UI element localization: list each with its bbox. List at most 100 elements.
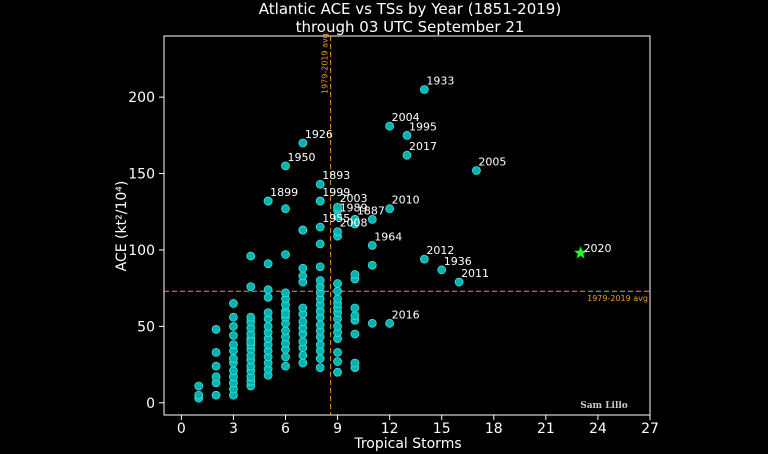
x-tick-label: 27 (641, 421, 659, 437)
data-point (315, 262, 325, 272)
y-tick-label: 200 (128, 90, 155, 106)
y-tick-label: 150 (128, 167, 155, 183)
annotated-point (315, 196, 325, 206)
year-label: 1887 (357, 204, 385, 217)
data-point (211, 372, 221, 382)
annotated-point (350, 214, 360, 224)
data-point (315, 363, 325, 373)
data-point (229, 312, 238, 322)
data-point (333, 357, 342, 366)
data-point (211, 390, 221, 400)
data-point (211, 325, 221, 334)
chart-subtitle: through 03 UTC September 21 (296, 18, 525, 36)
data-point (333, 286, 342, 296)
data-point (229, 354, 238, 363)
x-tick-label: 18 (485, 421, 503, 437)
data-point (350, 311, 360, 321)
x-tick-label: 3 (229, 421, 238, 437)
data-point (298, 225, 308, 235)
data-point (281, 361, 290, 371)
x-tick-label: 0 (177, 421, 186, 437)
x-tick-label: 24 (589, 421, 607, 437)
year-label: 1893 (322, 169, 350, 182)
data-point (263, 292, 273, 302)
y-axis-label: ACE (kt²/10⁴) (114, 181, 130, 272)
data-point (350, 303, 360, 313)
data-point (333, 294, 342, 304)
data-point (281, 326, 290, 336)
annotated-point (402, 130, 412, 140)
annotated-point (419, 254, 429, 264)
annotated-point (385, 121, 395, 131)
annotated-point (263, 196, 273, 206)
annotated-point (298, 138, 308, 148)
year-label: 2003 (340, 192, 368, 205)
year-label: 1955 (322, 212, 350, 225)
annotated-point (367, 240, 377, 250)
data-point (298, 350, 308, 360)
data-point (281, 309, 290, 319)
data-point (229, 340, 238, 350)
annotated-point (333, 211, 342, 221)
annotated-point (385, 204, 395, 214)
annotated-point (419, 85, 429, 94)
data-point (298, 337, 308, 347)
x-tick-label: 15 (433, 421, 451, 437)
annotated-point (315, 179, 325, 189)
data-point (298, 263, 308, 273)
chart-title: Atlantic ACE vs TSs by Year (1851-2019) (259, 0, 561, 18)
data-point (350, 358, 360, 368)
data-point (211, 347, 221, 357)
data-point (194, 381, 204, 391)
data-point (315, 340, 325, 350)
year-label: 1936 (444, 255, 472, 268)
year-label: 1950 (288, 151, 316, 164)
current-year-label: 2020 (584, 242, 612, 255)
y-tick-label: 50 (137, 319, 155, 335)
data-point (333, 347, 342, 357)
data-point (315, 276, 325, 285)
annotated-point (333, 227, 342, 237)
data-point (281, 250, 290, 259)
data-point (350, 329, 360, 339)
y-tick-label: 0 (146, 396, 155, 412)
data-point (298, 317, 308, 327)
current-year-star-marker (573, 245, 588, 259)
data-point (229, 299, 238, 308)
data-point (263, 259, 273, 269)
data-point (246, 312, 256, 322)
data-point (350, 270, 360, 279)
avg-tropical-storms-label: 1979-2019 avg (321, 33, 330, 94)
x-tick-label: 6 (281, 421, 290, 437)
year-label: 2016 (392, 308, 420, 321)
data-point (263, 308, 273, 318)
x-axis-label: Tropical Storms (353, 436, 461, 452)
annotated-point (333, 202, 342, 212)
plot-frame (163, 35, 651, 416)
annotated-point (402, 150, 412, 160)
x-tick-label: 12 (381, 421, 399, 437)
annotated-point (315, 222, 325, 232)
data-point (194, 390, 204, 400)
data-point (333, 279, 342, 288)
data-point (229, 321, 238, 331)
annotated-point (472, 166, 481, 175)
x-tick-label: 21 (537, 421, 555, 437)
data-point (229, 331, 238, 340)
data-point (246, 282, 256, 292)
data-point (229, 366, 238, 376)
year-label: 1964 (374, 230, 402, 243)
year-label: 1933 (426, 74, 454, 87)
data-point (315, 320, 325, 330)
credit-label: Sam Lillo (580, 401, 628, 411)
year-label: 2017 (409, 140, 437, 153)
annotated-point (385, 318, 395, 328)
data-point (263, 321, 273, 331)
year-label: 1926 (305, 128, 333, 141)
data-point (281, 352, 290, 362)
year-label: 1899 (270, 186, 298, 199)
annotated-point (437, 265, 447, 275)
data-point (246, 251, 256, 261)
